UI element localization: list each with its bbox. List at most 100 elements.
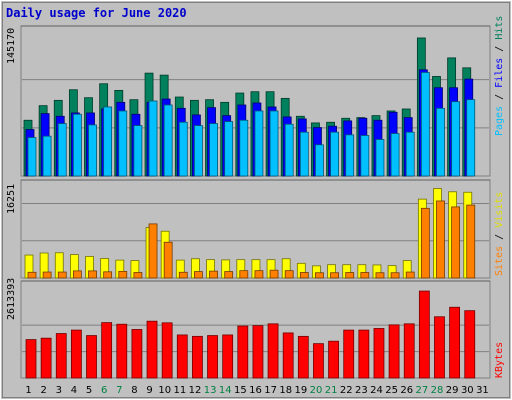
bar-sites-day-26	[405, 271, 415, 279]
bar-kbytes-day-18	[282, 332, 294, 379]
bar-sites-day-19	[299, 272, 309, 279]
day-label: 3	[56, 385, 62, 396]
day-label: 28	[431, 385, 444, 396]
day-label: 17	[264, 385, 277, 396]
bar-sites-day-6	[103, 271, 113, 279]
bar-kbytes-day-3	[55, 333, 67, 379]
day-label: 25	[385, 385, 398, 396]
bar-pages-day-9	[148, 100, 158, 177]
bar-pages-day-28	[436, 107, 445, 177]
day-label: 1	[25, 385, 31, 396]
bar-kbytes-day-4	[70, 329, 82, 379]
bar-sites-day-18	[284, 270, 294, 279]
bar-pages-day-23	[360, 135, 370, 177]
day-label: 30	[461, 385, 474, 396]
day-label: 5	[86, 385, 92, 396]
day-label: 6	[101, 385, 107, 396]
bar-sites-day-22	[345, 272, 355, 279]
day-label: 12	[189, 385, 202, 396]
bar-kbytes-day-28	[434, 316, 445, 379]
bar-kbytes-day-25	[388, 324, 400, 379]
bar-sites-day-28	[436, 200, 445, 279]
bar-sites-day-29	[451, 206, 461, 279]
day-label: 7	[116, 385, 122, 396]
bar-pages-day-16	[254, 110, 264, 177]
bar-pages-day-1	[27, 137, 37, 177]
day-label: 27	[416, 385, 429, 396]
bar-pages-day-5	[88, 124, 97, 177]
panel1-legend: Pages / Files / Hits	[494, 16, 505, 136]
bar-pages-day-15	[239, 119, 249, 177]
bar-pages-day-11	[178, 121, 188, 177]
bar-pages-day-19	[299, 131, 309, 177]
bar-pages-day-30	[466, 99, 476, 177]
bar-kbytes-day-26	[403, 323, 415, 379]
bar-sites-day-15	[239, 270, 249, 279]
bar-sites-day-17	[269, 269, 279, 279]
bar-pages-day-14	[224, 121, 234, 177]
bar-kbytes-day-8	[131, 329, 143, 379]
bar-pages-day-8	[133, 125, 143, 177]
bar-kbytes-day-12	[192, 335, 203, 379]
panel2-legend: Sites / Visits	[494, 192, 505, 276]
bar-kbytes-day-10	[161, 322, 173, 379]
bar-pages-day-22	[345, 134, 355, 177]
day-label: 24	[370, 385, 383, 396]
bar-sites-day-11	[178, 271, 188, 279]
bar-pages-day-7	[118, 110, 128, 177]
day-label: 11	[173, 385, 186, 396]
day-label: 8	[131, 385, 137, 396]
bar-kbytes-day-6	[101, 322, 113, 379]
bar-pages-day-17	[269, 110, 279, 177]
bar-sites-day-30	[466, 204, 476, 279]
bar-sites-day-7	[118, 270, 128, 279]
day-label: 19	[295, 385, 308, 396]
day-label: 21	[325, 385, 338, 396]
bar-sites-day-13	[209, 270, 218, 279]
legend-sites: Sites	[494, 245, 505, 276]
panel3-max-label: 2613393	[6, 277, 17, 320]
day-label: 18	[279, 385, 292, 396]
bar-kbytes-day-9	[146, 320, 158, 379]
legend-sep: /	[494, 227, 505, 246]
legend-visits: Visits	[494, 191, 505, 228]
bar-pages-day-21	[330, 131, 339, 177]
day-label: 13	[204, 385, 217, 396]
bar-kbytes-day-11	[176, 334, 188, 379]
panel1-max-label: 145170	[6, 27, 17, 64]
bar-kbytes-day-19	[297, 335, 309, 379]
bar-pages-day-29	[451, 101, 461, 177]
bar-sites-day-5	[88, 270, 97, 279]
bar-kbytes-day-20	[313, 343, 324, 379]
day-label: 29	[446, 385, 459, 396]
legend-kbytes: KBytes	[494, 341, 505, 378]
bar-pages-day-10	[163, 104, 173, 177]
bar-pages-day-13	[209, 123, 218, 177]
bar-pages-day-4	[72, 113, 82, 177]
legend-files: Files	[494, 57, 505, 88]
bar-sites-day-12	[194, 271, 203, 279]
bar-sites-day-23	[360, 272, 370, 279]
bar-pages-day-6	[103, 106, 113, 177]
bar-pages-day-18	[284, 123, 294, 177]
bar-kbytes-day-21	[328, 340, 339, 379]
bar-sites-day-27	[420, 207, 430, 279]
legend-sep: /	[494, 39, 505, 58]
bar-kbytes-day-29	[449, 306, 461, 379]
bar-kbytes-day-17	[267, 323, 279, 379]
bar-kbytes-day-30	[464, 310, 476, 379]
day-label: 22	[340, 385, 353, 396]
day-label: 20	[310, 385, 323, 396]
bar-sites-day-20	[315, 272, 324, 279]
legend-sep: /	[494, 87, 505, 106]
bar-sites-day-2	[42, 271, 52, 279]
bar-sites-day-25	[390, 272, 400, 279]
bar-pages-day-12	[194, 125, 203, 177]
day-label: 2	[41, 385, 47, 396]
bar-kbytes-day-24	[373, 328, 385, 379]
chart-title: Daily usage for June 2020	[6, 6, 187, 20]
bar-sites-day-1	[27, 271, 37, 279]
bar-pages-day-3	[57, 123, 67, 177]
day-label: 26	[400, 385, 413, 396]
